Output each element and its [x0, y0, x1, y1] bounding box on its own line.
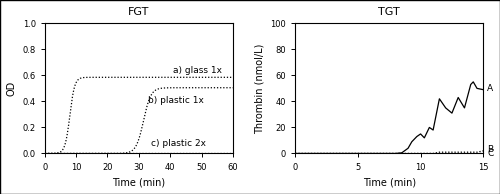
- Title: FGT: FGT: [128, 7, 150, 17]
- Text: c) plastic 2x: c) plastic 2x: [152, 139, 206, 148]
- Text: a) glass 1x: a) glass 1x: [174, 66, 222, 75]
- Y-axis label: OD: OD: [7, 81, 17, 96]
- X-axis label: Time (min): Time (min): [362, 177, 416, 187]
- Text: C: C: [487, 149, 494, 158]
- Text: A: A: [487, 84, 493, 93]
- Title: TGT: TGT: [378, 7, 400, 17]
- Y-axis label: Thrombin (nmol/L): Thrombin (nmol/L): [255, 43, 265, 133]
- Text: b) plastic 1x: b) plastic 1x: [148, 96, 204, 105]
- Text: B: B: [487, 145, 493, 154]
- X-axis label: Time (min): Time (min): [112, 177, 166, 187]
